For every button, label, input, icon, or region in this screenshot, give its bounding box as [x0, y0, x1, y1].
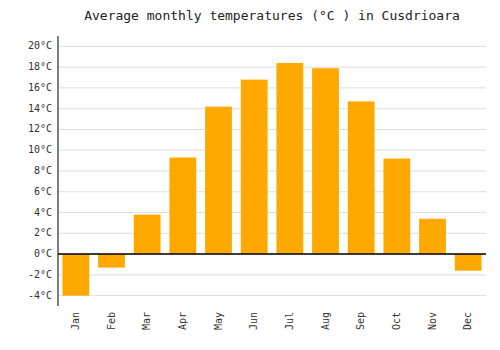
- x-tick-label: Nov: [427, 312, 438, 330]
- y-tick-label: 16°C: [28, 82, 52, 93]
- y-tick-label: 4°C: [34, 207, 52, 218]
- x-ticks: Jan Feb Mar Apr May Jun Jul Aug Sep Oct Nov Dec: [70, 312, 473, 330]
- y-tick-label: 0°C: [34, 248, 52, 259]
- bar: [419, 219, 446, 254]
- bar: [98, 254, 125, 267]
- grid-line: [58, 129, 486, 130]
- y-tick-label: -2°C: [28, 269, 52, 280]
- y-tick-label: 18°C: [28, 61, 52, 72]
- bar: [169, 158, 196, 255]
- x-tick-label: Jul: [284, 312, 295, 330]
- y-tick-label: 2°C: [34, 227, 52, 238]
- x-tick-label: May: [213, 312, 224, 330]
- y-axis-line: [58, 36, 59, 306]
- grid-line: [58, 46, 486, 47]
- x-tick-label: Feb: [106, 312, 117, 330]
- x-tick-label: Jun: [248, 312, 259, 330]
- grid-line: [58, 212, 486, 213]
- x-tick-label: Oct: [391, 312, 402, 330]
- grid: [58, 46, 486, 295]
- bar: [241, 80, 268, 254]
- grid-line: [58, 67, 486, 68]
- bar: [383, 159, 410, 255]
- title: Average monthly temperatures (°C ) in Cu…: [84, 8, 460, 23]
- bar: [134, 215, 161, 254]
- bars: [62, 63, 481, 296]
- grid-line: [58, 295, 486, 296]
- bar: [62, 254, 89, 296]
- grid-line: [58, 191, 486, 192]
- chart-svg: Average monthly temperatures (°C ) in Cu…: [0, 0, 500, 350]
- x-tick-label: Jan: [70, 312, 81, 330]
- bar: [348, 101, 375, 254]
- chart-container: Average monthly temperatures (°C ) in Cu…: [0, 0, 500, 350]
- grid-line: [58, 150, 486, 151]
- y-tick-label: 14°C: [28, 103, 52, 114]
- bar: [455, 254, 482, 271]
- x-tick-label: Mar: [141, 312, 152, 330]
- y-tick-label: 8°C: [34, 165, 52, 176]
- grid-line: [58, 254, 486, 255]
- y-tick-label: 20°C: [28, 40, 52, 51]
- bar: [205, 107, 232, 254]
- x-tick-label: Apr: [177, 312, 188, 330]
- grid-line: [58, 171, 486, 172]
- grid-line: [58, 108, 486, 109]
- grid-line: [58, 274, 486, 275]
- zero-line: [58, 253, 486, 255]
- y-ticks: -4°C -2°C 0°C 2°C 4°C 6°C 8°C 10°C 12°C 14°C 16°C 1…: [28, 40, 52, 300]
- y-tick-label: -4°C: [28, 290, 52, 301]
- grid-line: [58, 87, 486, 88]
- y-tick-label: 10°C: [28, 144, 52, 155]
- x-tick-label: Aug: [320, 312, 331, 330]
- x-tick-label: Dec: [462, 312, 473, 330]
- y-tick-label: 6°C: [34, 186, 52, 197]
- y-tick-label: 12°C: [28, 123, 52, 134]
- x-tick-label: Sep: [355, 312, 366, 330]
- bar: [312, 68, 339, 254]
- bar: [276, 63, 303, 254]
